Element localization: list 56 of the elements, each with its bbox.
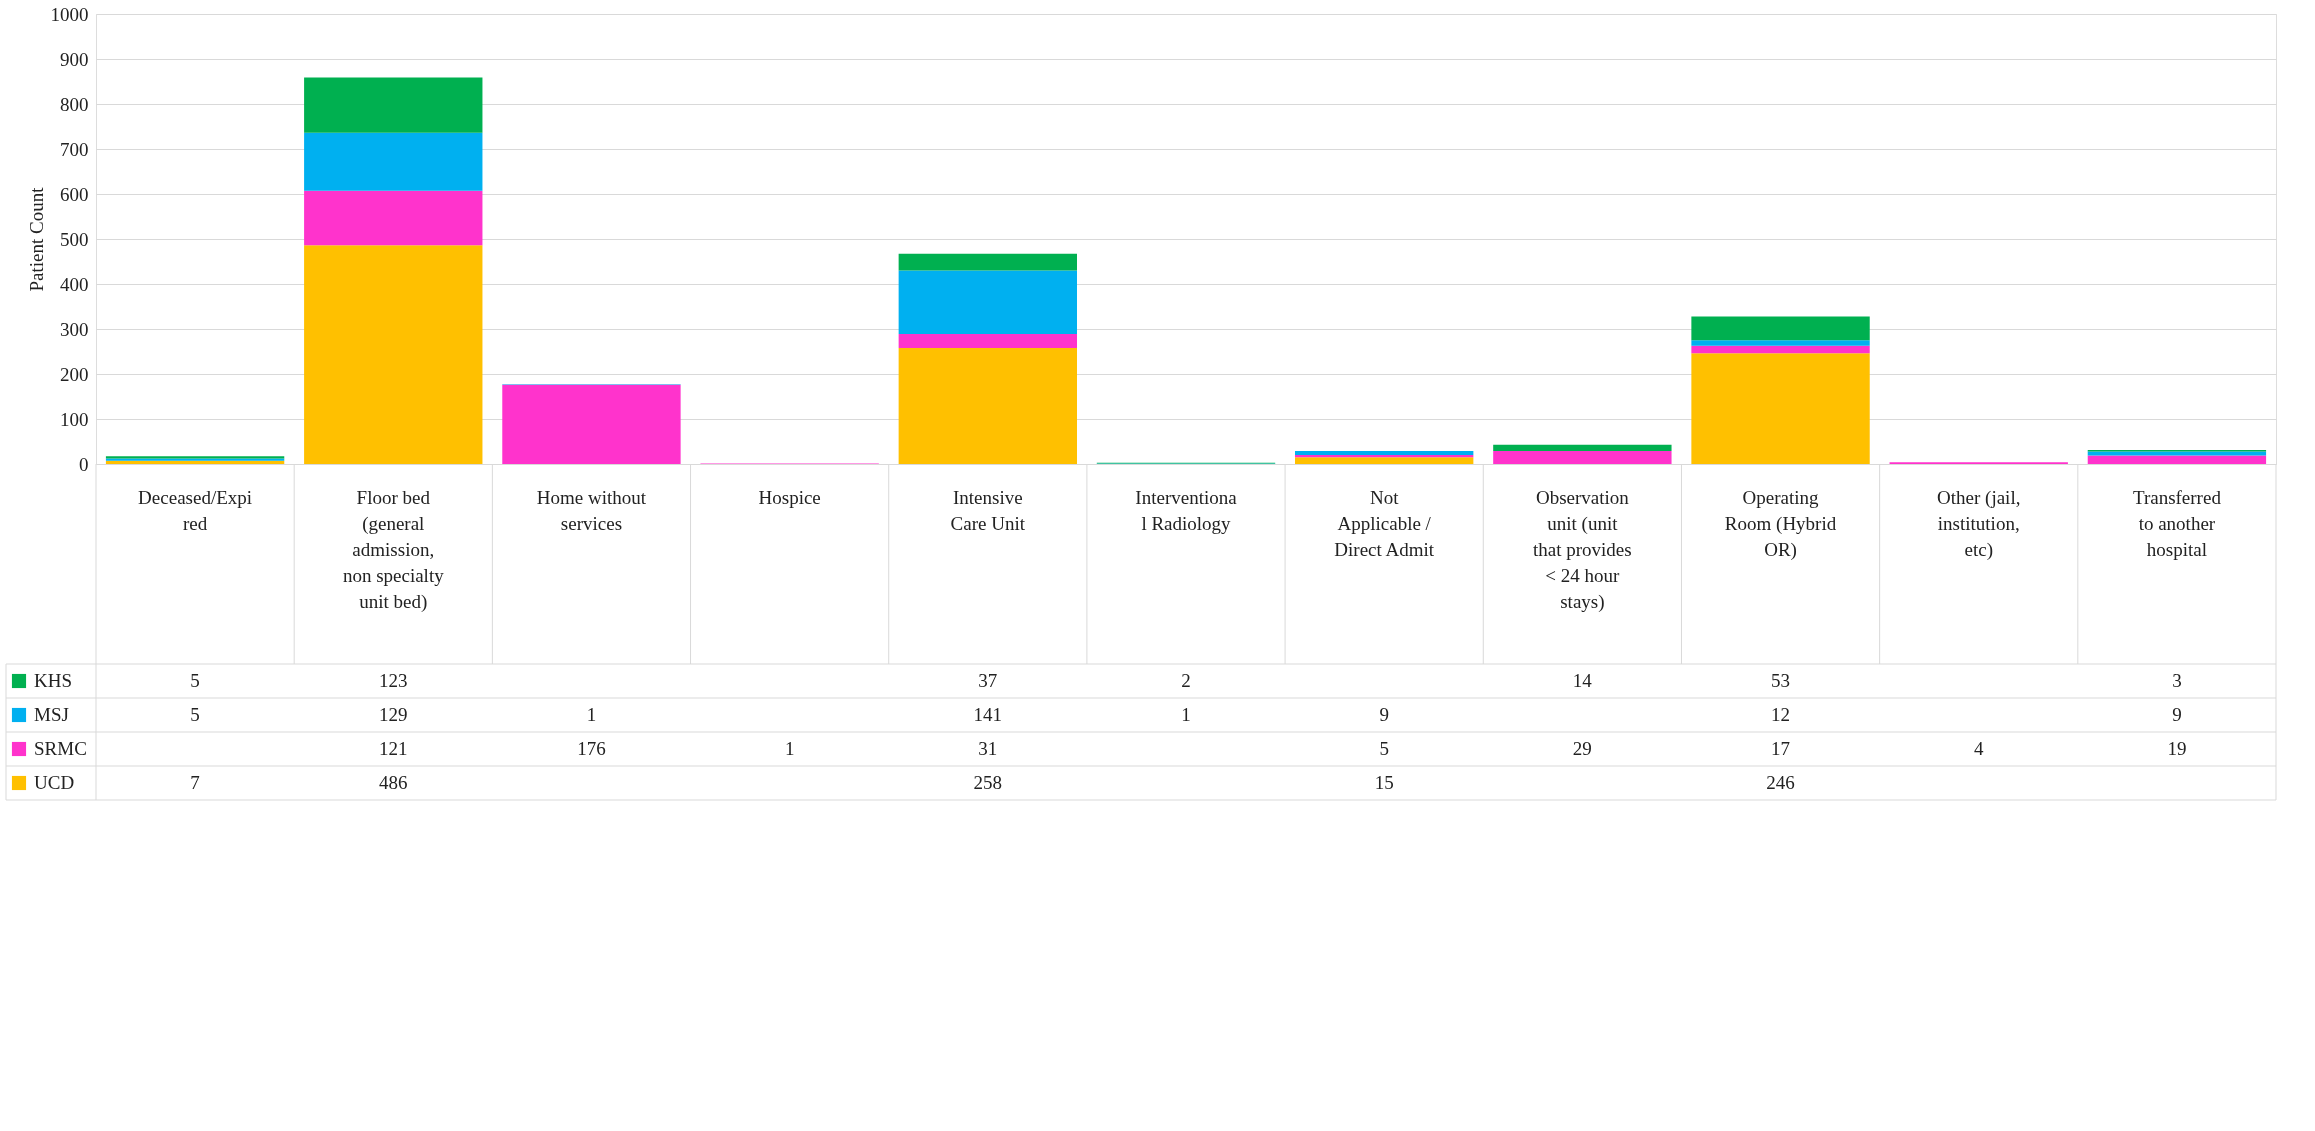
data-label: 14	[1572, 670, 1593, 691]
y-tick-label: 800	[60, 93, 89, 115]
data-label: 176	[577, 738, 606, 759]
data-label: 486	[379, 772, 408, 793]
data-label: 2	[1181, 670, 1191, 691]
data-label: 19	[2167, 738, 2187, 759]
x-tick-label: Interventional Radiology	[1135, 486, 1238, 534]
data-label: 31	[978, 738, 998, 759]
legend-label: UCD	[34, 772, 75, 793]
data-label: 141	[973, 704, 1003, 725]
y-tick-label: 1000	[50, 3, 89, 25]
data-label: 15	[1374, 772, 1394, 793]
y-tick-label: 500	[60, 228, 89, 250]
x-tick-label: Observation unit (unit that provides < 24 hour stays)	[1533, 486, 1632, 613]
data-label: 1	[586, 704, 597, 725]
data-label: 12	[1771, 704, 1791, 725]
y-tick-label: 900	[60, 48, 89, 70]
x-tick-label: Floor bed (general admission, non specialty unit bed)	[342, 486, 445, 613]
x-tick-label: Intensive Care Unit	[950, 486, 1026, 534]
data-label: 1	[784, 738, 795, 759]
x-tick-label: Deceased/Expired	[138, 486, 253, 534]
data-label: 3	[2172, 670, 2182, 691]
x-tick-label: Home without services	[536, 486, 647, 534]
y-tick-label: 200	[60, 363, 89, 385]
data-label: 246	[1766, 772, 1795, 793]
y-tick-label: 0	[79, 453, 89, 475]
data-label: 4	[1973, 738, 1984, 759]
y-tick-label: 400	[60, 273, 89, 295]
data-label: 9	[1379, 704, 1389, 725]
data-label: 53	[1771, 670, 1791, 691]
legend-label: MSJ	[34, 704, 69, 725]
data-label: 123	[379, 670, 408, 691]
data-label: 1	[1181, 704, 1191, 725]
y-tick-label: 100	[60, 408, 89, 430]
x-tick-label: Transferred to another hospital	[2132, 486, 2222, 560]
x-tick-label: Not Applicable / Direct Admit	[1334, 486, 1435, 560]
data-label: 9	[2172, 704, 2182, 725]
y-tick-label: 600	[60, 183, 89, 205]
data-label: 5	[190, 670, 200, 691]
legend-label: KHS	[34, 670, 73, 691]
data-label: 17	[1771, 738, 1791, 759]
y-tick-label: 300	[60, 318, 89, 340]
data-label: 7	[190, 772, 200, 793]
data-label: 29	[1572, 738, 1592, 759]
x-tick-label: Operating Room (Hybrid OR)	[1724, 486, 1837, 561]
x-tick-label: Other (jail, institution, etc)	[1937, 486, 2021, 561]
data-label: 121	[379, 738, 408, 759]
x-tick-label: Hospice	[758, 486, 821, 508]
data-label: 37	[978, 670, 998, 691]
data-label: 129	[379, 704, 408, 725]
legend-label: SRMC	[34, 738, 87, 759]
y-tick-label: 700	[60, 138, 89, 160]
data-label: 258	[973, 772, 1003, 793]
data-label: 5	[1379, 738, 1389, 759]
data-label: 5	[190, 704, 200, 725]
y-axis-title: Patient Count	[25, 186, 47, 292]
